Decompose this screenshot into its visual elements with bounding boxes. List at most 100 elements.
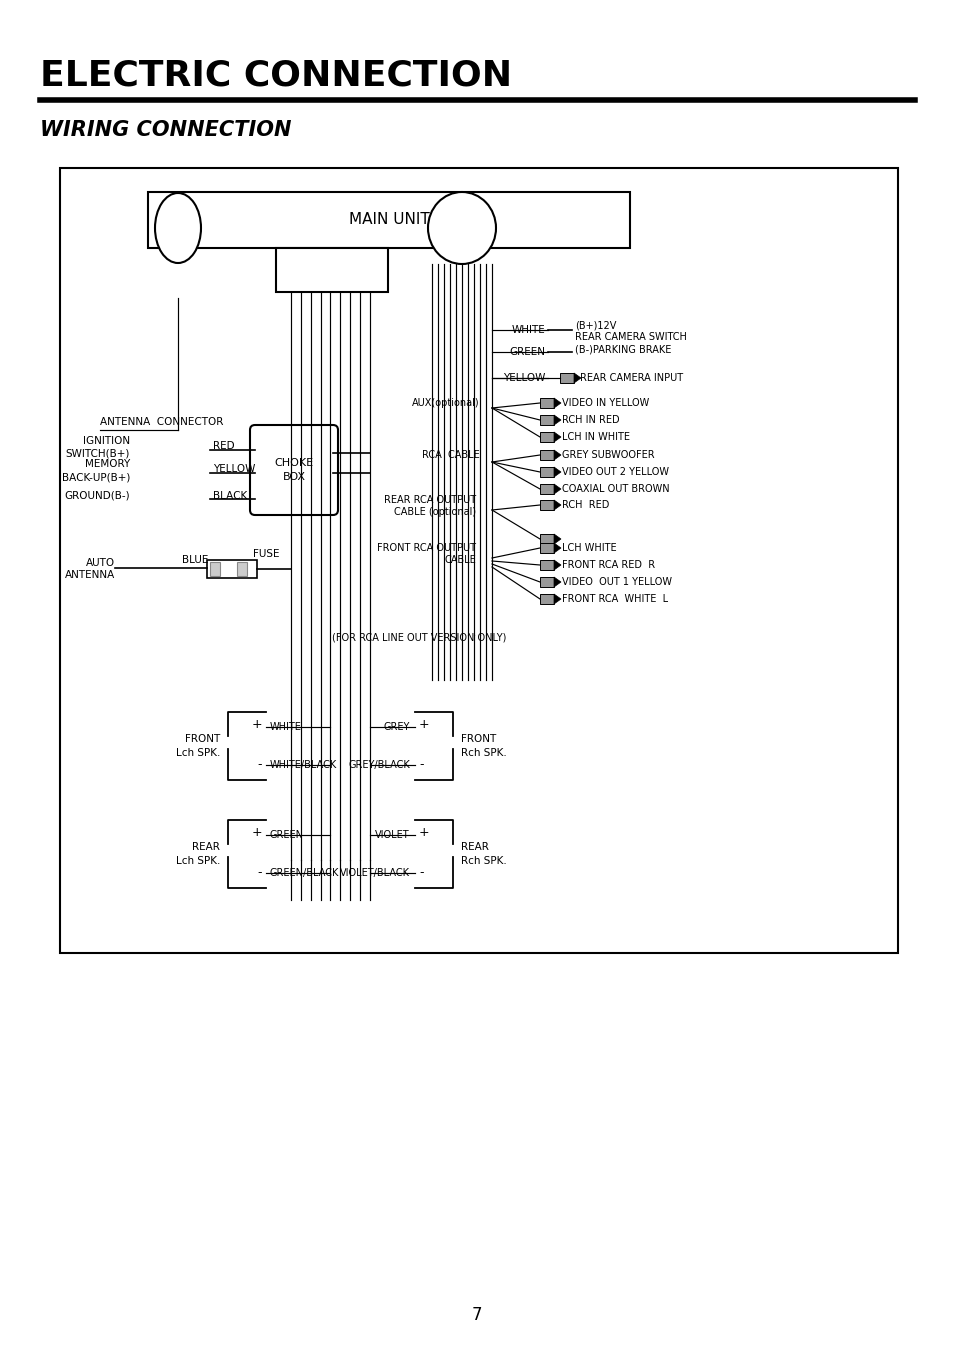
Text: -: -	[418, 758, 423, 771]
Text: ANTENNA: ANTENNA	[65, 571, 115, 580]
Text: BACK-UP(B+): BACK-UP(B+)	[62, 472, 130, 483]
Ellipse shape	[154, 193, 201, 264]
Polygon shape	[554, 534, 560, 544]
Polygon shape	[574, 373, 580, 383]
Text: AUX(optional): AUX(optional)	[412, 397, 479, 408]
Bar	[210, 562, 220, 576]
Text: COAXIAL OUT BROWN: COAXIAL OUT BROWN	[561, 484, 669, 493]
Text: RCH  RED: RCH RED	[561, 500, 609, 510]
Text: WHITE: WHITE	[270, 722, 301, 731]
Text: RCH IN RED: RCH IN RED	[561, 415, 619, 425]
Bar	[207, 560, 256, 579]
Text: FRONT RCA RED  R: FRONT RCA RED R	[561, 560, 655, 571]
Polygon shape	[554, 415, 560, 425]
Text: Lch SPK.: Lch SPK.	[175, 856, 220, 867]
Text: VIOLET/BLACK: VIOLET/BLACK	[339, 868, 410, 877]
Text: YELLOW: YELLOW	[502, 373, 544, 383]
Text: -: -	[418, 865, 423, 879]
Bar	[275, 247, 388, 292]
FancyBboxPatch shape	[250, 425, 337, 515]
Bar	[148, 192, 629, 247]
Text: FUSE: FUSE	[253, 549, 279, 558]
Ellipse shape	[428, 192, 496, 264]
Text: BLACK: BLACK	[213, 491, 247, 502]
Bar	[539, 594, 554, 604]
Polygon shape	[554, 450, 560, 460]
Text: REAR: REAR	[192, 842, 220, 852]
Bar	[539, 534, 554, 544]
Polygon shape	[554, 484, 560, 493]
Polygon shape	[554, 544, 560, 553]
Text: FRONT: FRONT	[185, 734, 220, 744]
Text: GREY: GREY	[383, 722, 410, 731]
Text: IGNITION: IGNITION	[83, 435, 130, 446]
Text: REAR CAMERA SWITCH: REAR CAMERA SWITCH	[575, 333, 686, 342]
Text: -: -	[257, 758, 262, 771]
Bar	[559, 373, 574, 383]
Text: WHITE: WHITE	[511, 324, 544, 335]
Text: -: -	[257, 865, 262, 879]
Text: GREY SUBWOOFER: GREY SUBWOOFER	[561, 450, 654, 460]
Text: REAR: REAR	[460, 842, 488, 852]
Polygon shape	[554, 433, 560, 442]
Text: BLUE: BLUE	[182, 556, 208, 565]
Bar	[539, 466, 554, 477]
Polygon shape	[554, 577, 560, 587]
Text: FRONT RCA  WHITE  L: FRONT RCA WHITE L	[561, 594, 667, 604]
Text: WHITE/BLACK: WHITE/BLACK	[270, 760, 337, 771]
Text: LCH IN WHITE: LCH IN WHITE	[561, 433, 629, 442]
Polygon shape	[554, 500, 560, 510]
Text: (B+)12V: (B+)12V	[575, 320, 616, 330]
Text: +: +	[251, 826, 262, 838]
Text: Rch SPK.: Rch SPK.	[460, 748, 506, 758]
Bar	[539, 577, 554, 587]
Bar	[539, 415, 554, 425]
Bar	[539, 450, 554, 460]
Text: +: +	[418, 718, 429, 730]
Text: FRONT: FRONT	[460, 734, 496, 744]
Bar	[236, 562, 247, 576]
Text: VIDEO IN YELLOW: VIDEO IN YELLOW	[561, 397, 649, 408]
Text: VIDEO OUT 2 YELLOW: VIDEO OUT 2 YELLOW	[561, 466, 668, 477]
Bar	[539, 433, 554, 442]
Text: (FOR RCA LINE OUT VERSION ONLY): (FOR RCA LINE OUT VERSION ONLY)	[332, 631, 506, 642]
Polygon shape	[554, 397, 560, 408]
Text: RCA  CABLE: RCA CABLE	[422, 450, 479, 460]
Bar	[539, 500, 554, 510]
Text: (B-)PARKING BRAKE: (B-)PARKING BRAKE	[575, 343, 671, 354]
Text: SWITCH(B+): SWITCH(B+)	[66, 449, 130, 458]
Text: AUTO: AUTO	[86, 558, 115, 568]
Text: VIOLET: VIOLET	[375, 830, 410, 840]
Text: MAIN UNIT: MAIN UNIT	[348, 212, 429, 227]
Text: GROUND(B-): GROUND(B-)	[64, 491, 130, 502]
Text: GREY/BLACK: GREY/BLACK	[348, 760, 410, 771]
Text: CHOKE
BOX: CHOKE BOX	[274, 458, 314, 481]
Bar	[60, 168, 897, 953]
Polygon shape	[554, 466, 560, 477]
Text: FRONT RCA OUTPUT: FRONT RCA OUTPUT	[376, 544, 476, 553]
Text: VIDEO  OUT 1 YELLOW: VIDEO OUT 1 YELLOW	[561, 577, 671, 587]
Text: REAR RCA OUTPUT: REAR RCA OUTPUT	[383, 495, 476, 506]
Text: GREEN: GREEN	[270, 830, 304, 840]
Text: ANTENNA  CONNECTOR: ANTENNA CONNECTOR	[100, 416, 223, 427]
Bar	[539, 544, 554, 553]
Text: WIRING CONNECTION: WIRING CONNECTION	[40, 120, 292, 141]
Text: Rch SPK.: Rch SPK.	[460, 856, 506, 867]
Text: GREEN/BLACK: GREEN/BLACK	[270, 868, 339, 877]
Text: +: +	[418, 826, 429, 838]
Bar	[539, 397, 554, 408]
Text: RED: RED	[213, 441, 234, 452]
Text: YELLOW: YELLOW	[213, 464, 255, 475]
Text: 7: 7	[471, 1306, 482, 1324]
Text: Lch SPK.: Lch SPK.	[175, 748, 220, 758]
Text: CABLE: CABLE	[444, 556, 476, 565]
Polygon shape	[554, 594, 560, 604]
Text: MEMORY: MEMORY	[85, 458, 130, 469]
Text: CABLE (optional): CABLE (optional)	[394, 507, 476, 516]
Bar	[539, 484, 554, 493]
Text: ELECTRIC CONNECTION: ELECTRIC CONNECTION	[40, 58, 512, 92]
Polygon shape	[554, 560, 560, 571]
Text: GREEN: GREEN	[509, 347, 544, 357]
Text: REAR CAMERA INPUT: REAR CAMERA INPUT	[579, 373, 682, 383]
Text: +: +	[251, 718, 262, 730]
